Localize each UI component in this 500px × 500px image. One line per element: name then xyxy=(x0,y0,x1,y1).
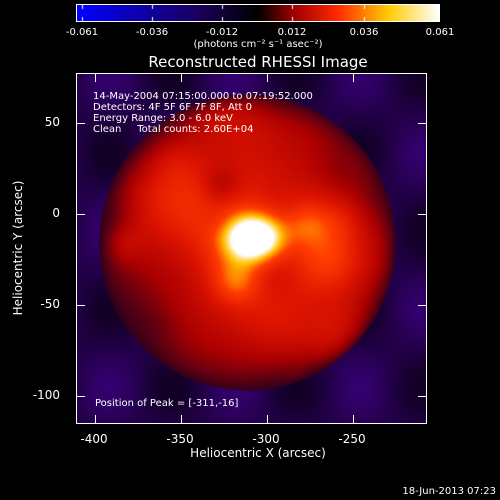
image-frame: 14-May-2004 07:15:00.000 to 07:19:52.000… xyxy=(76,73,427,424)
y-tick xyxy=(418,123,426,124)
y-axis-title: Heliocentric Y (arcsec) xyxy=(11,180,25,316)
y-tick-label: 50 xyxy=(44,115,60,129)
y-tick xyxy=(77,214,85,215)
x-tick xyxy=(95,415,96,423)
colorbar-tick-label: -0.012 xyxy=(205,27,239,38)
x-tick-label: -300 xyxy=(252,432,280,446)
y-tick xyxy=(77,305,85,306)
x-tick xyxy=(95,74,96,82)
y-tick-label: -50 xyxy=(40,297,60,311)
plot-title: Reconstructed RHESSI Image xyxy=(148,53,368,71)
x-tick xyxy=(353,415,354,423)
x-axis-title: Heliocentric X (arcsec) xyxy=(190,446,326,460)
x-tick xyxy=(181,74,182,82)
colorbar-tick-label: -0.061 xyxy=(65,27,99,38)
colorbar-units: (photons cm⁻² s⁻¹ asec⁻²) xyxy=(193,39,323,50)
colorbar xyxy=(76,4,440,22)
y-tick xyxy=(77,396,85,397)
y-tick xyxy=(418,305,426,306)
colorbar-labels: -0.061 -0.036 -0.012 0.012 0.036 0.061 xyxy=(0,0,500,40)
x-tick xyxy=(181,415,182,423)
y-tick xyxy=(418,396,426,397)
colorbar-tick-label: 0.036 xyxy=(349,27,379,38)
x-tick xyxy=(267,415,268,423)
footer-timestamp: 18-Jun-2013 07:23 xyxy=(402,486,496,497)
info-line: 14-May-2004 07:15:00.000 to 07:19:52.000 xyxy=(93,91,313,102)
info-line: Clean Total counts: 2.60E+04 xyxy=(93,124,254,135)
info-line: Energy Range: 3.0 - 6.0 keV xyxy=(93,113,233,124)
rhessi-image xyxy=(77,74,426,423)
x-tick-label: -350 xyxy=(166,432,194,446)
x-tick-label: -250 xyxy=(338,432,366,446)
colorbar-tick-label: -0.036 xyxy=(135,27,169,38)
x-tick-label: -400 xyxy=(80,432,108,446)
y-tick-label: -100 xyxy=(32,388,60,402)
y-tick xyxy=(418,214,426,215)
colorbar-tick-label: 0.012 xyxy=(277,27,307,38)
peak-position-label: Position of Peak = [-311,-16] xyxy=(95,398,239,409)
x-tick xyxy=(267,74,268,82)
colorbar-tick-label: 0.061 xyxy=(425,27,455,38)
x-tick xyxy=(353,74,354,82)
info-line: Detectors: 4F 5F 6F 7F 8F, Att 0 xyxy=(93,102,253,113)
y-tick-label: 0 xyxy=(52,206,60,220)
y-tick xyxy=(77,123,85,124)
